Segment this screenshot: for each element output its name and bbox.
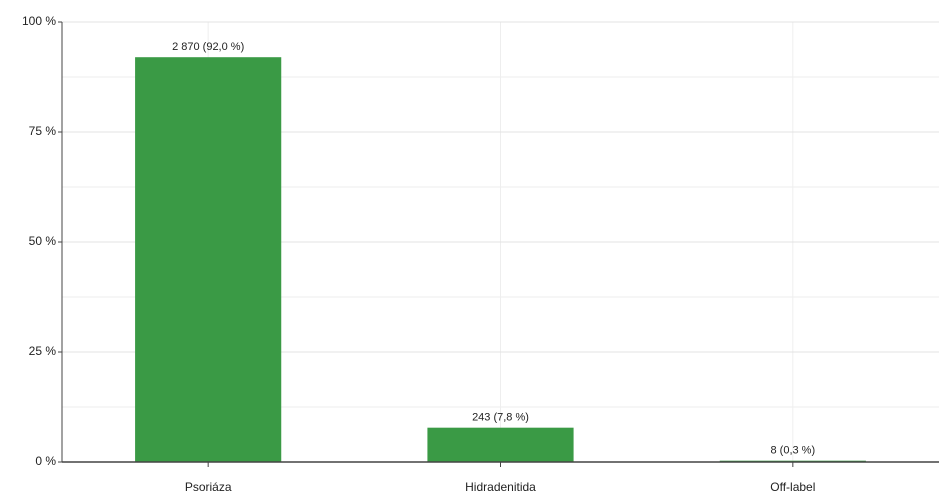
y-tick-label: 100 % xyxy=(22,14,56,28)
value-label: 8 (0,3 %) xyxy=(771,445,816,457)
x-tick-label: Off-label xyxy=(770,480,815,494)
y-tick-label: 75 % xyxy=(29,124,57,138)
x-tick-label: Psoriáza xyxy=(185,480,232,494)
value-label: 2 870 (92,0 %) xyxy=(172,41,244,53)
x-tick-label: Hidradenitida xyxy=(465,480,536,494)
y-tick-label: 25 % xyxy=(29,344,57,358)
bar xyxy=(135,57,282,462)
y-tick-label: 50 % xyxy=(29,234,57,248)
value-label: 243 (7,8 %) xyxy=(472,412,529,424)
bar xyxy=(427,427,574,462)
y-tick-label: 0 % xyxy=(35,454,56,468)
